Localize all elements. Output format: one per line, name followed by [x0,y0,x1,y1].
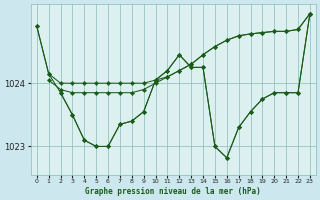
X-axis label: Graphe pression niveau de la mer (hPa): Graphe pression niveau de la mer (hPa) [85,187,261,196]
